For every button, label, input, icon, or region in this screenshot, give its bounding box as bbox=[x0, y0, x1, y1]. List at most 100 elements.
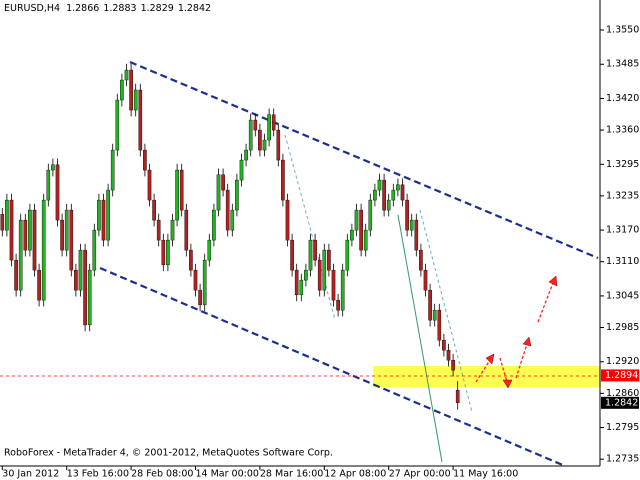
candle-body bbox=[230, 209, 235, 231]
candle-body bbox=[331, 269, 336, 301]
candle-body bbox=[55, 164, 60, 221]
candle-body bbox=[391, 189, 396, 201]
candle-body bbox=[78, 249, 83, 291]
copyright: RoboForex - MetaTrader 4, © 2001-2012, M… bbox=[4, 448, 333, 459]
candle-body bbox=[120, 79, 124, 101]
candle-body bbox=[377, 179, 382, 191]
candle-body bbox=[437, 309, 442, 341]
symbol: EURUSD,H4 bbox=[4, 3, 60, 14]
candle-body bbox=[317, 259, 322, 291]
x-tick-label: 30 Jan 2012 bbox=[2, 469, 59, 480]
candle-body bbox=[248, 119, 253, 151]
candle-body bbox=[299, 279, 304, 296]
x-tick-label: 14 Mar 00:00 bbox=[196, 469, 259, 480]
candle-body bbox=[368, 199, 373, 231]
candle-body bbox=[414, 219, 419, 251]
x-tick-label: 27 Apr 00:00 bbox=[389, 469, 451, 480]
candle-body bbox=[143, 149, 147, 171]
channel-upper bbox=[129, 60, 599, 260]
candle-body bbox=[396, 184, 400, 191]
candle-body bbox=[285, 199, 290, 241]
candle-body bbox=[0, 214, 5, 231]
candle-body bbox=[202, 259, 207, 306]
price-level-box bbox=[601, 369, 639, 382]
candle-body bbox=[156, 219, 161, 241]
x-tick-label: 28 Mar 16:00 bbox=[260, 469, 323, 480]
forecast-path bbox=[475, 282, 554, 383]
candle-body bbox=[28, 209, 32, 251]
candle-body bbox=[74, 269, 78, 291]
candle-body bbox=[166, 239, 170, 266]
price-level-label: 1.2894 bbox=[605, 370, 638, 381]
candle-body bbox=[267, 114, 271, 141]
candle-body bbox=[18, 219, 23, 291]
candle-body bbox=[359, 209, 363, 251]
x-tick-label: 11 May 16:00 bbox=[453, 469, 518, 480]
candle-body bbox=[221, 174, 225, 191]
analysis-drawings bbox=[99, 60, 600, 468]
candle-body bbox=[294, 269, 299, 296]
candle-body bbox=[41, 199, 46, 301]
candle-body bbox=[336, 299, 340, 311]
y-tick-label: 1.2860 bbox=[606, 388, 639, 399]
candle-body bbox=[23, 219, 28, 251]
candle-body bbox=[446, 349, 451, 361]
candle-body bbox=[345, 239, 350, 271]
candle-body bbox=[87, 269, 92, 326]
support-zone bbox=[373, 366, 600, 387]
candle-body bbox=[409, 219, 414, 231]
candle-body bbox=[5, 199, 9, 231]
y-tick-label: 1.3045 bbox=[606, 290, 639, 301]
candle-body bbox=[382, 179, 386, 211]
candle-body bbox=[32, 209, 37, 271]
candle-body bbox=[235, 179, 239, 211]
candle-body bbox=[216, 174, 221, 211]
trend-line bbox=[284, 134, 336, 321]
trend-line bbox=[419, 209, 473, 413]
y-tick-label: 1.3235 bbox=[606, 190, 639, 201]
candle-body bbox=[101, 199, 106, 241]
candle-body bbox=[106, 189, 110, 241]
candle-body bbox=[340, 269, 345, 311]
candle-body bbox=[69, 209, 74, 271]
y-tick-label: 1.3170 bbox=[606, 225, 639, 236]
candle-body bbox=[428, 289, 432, 321]
candle-body bbox=[225, 189, 230, 231]
y-tick-label: 1.3485 bbox=[606, 59, 639, 70]
chart-header: EURUSD,H4 1.2866 1.2883 1.2829 1.2842 bbox=[4, 3, 211, 14]
candle-body bbox=[170, 219, 175, 241]
candle-body bbox=[455, 389, 460, 404]
candle-body bbox=[423, 269, 428, 291]
x-tick-label: 28 Feb 08:00 bbox=[131, 469, 193, 480]
candle-body bbox=[290, 239, 294, 271]
candle-body bbox=[193, 269, 198, 291]
candle-body bbox=[308, 239, 313, 271]
y-tick-label: 1.2735 bbox=[606, 454, 639, 465]
candle-body bbox=[184, 209, 189, 251]
candle-body bbox=[386, 199, 391, 211]
candle-body bbox=[354, 209, 359, 231]
last-high: 1.2883 bbox=[103, 3, 136, 14]
candle-body bbox=[9, 199, 14, 261]
candle-body bbox=[271, 114, 276, 131]
x-tick-label: 12 Apr 08:00 bbox=[324, 469, 386, 480]
candle-body bbox=[363, 229, 368, 251]
candle-body bbox=[51, 164, 55, 171]
candle-body bbox=[419, 249, 423, 271]
candle-body bbox=[212, 209, 216, 241]
x-tick-label: 13 Feb 16:00 bbox=[67, 469, 129, 480]
y-tick-label: 1.3550 bbox=[606, 25, 639, 36]
candle-body bbox=[115, 99, 120, 151]
candle-body bbox=[97, 199, 101, 231]
candle-body bbox=[64, 209, 69, 251]
candle-body bbox=[129, 69, 133, 111]
candle-body bbox=[46, 169, 51, 201]
candle-body bbox=[175, 169, 179, 221]
candle-body bbox=[189, 249, 193, 271]
candle-body bbox=[432, 309, 437, 321]
candle-body bbox=[451, 359, 455, 371]
candle-body bbox=[442, 339, 446, 351]
y-tick-label: 1.3420 bbox=[606, 93, 639, 104]
candle-body bbox=[258, 129, 262, 151]
